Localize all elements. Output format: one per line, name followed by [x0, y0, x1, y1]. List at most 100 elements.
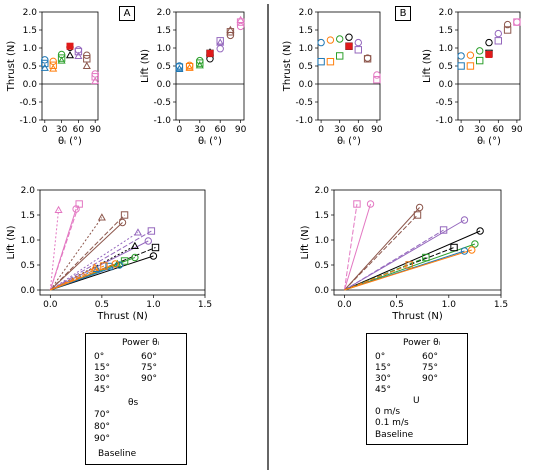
legend-left-theta-70: 70°	[94, 410, 110, 420]
B_thrust-point	[373, 71, 381, 79]
A_lift-point	[185, 63, 194, 71]
B_lift-ytick-label: -0.5	[435, 98, 453, 108]
B_polar-xlabel: Thrust (N)	[391, 311, 443, 322]
A_polar-ytick-label: 0.0	[21, 286, 36, 296]
B_polar-line	[344, 230, 481, 291]
A_polar-ytick-label: 1.5	[21, 211, 35, 221]
A_lift-xtick-label: 30	[194, 125, 206, 135]
B_thrust-frame	[317, 11, 381, 121]
legend-right-u-01: 0.1 m/s	[375, 418, 409, 428]
A_thrust-xtick-label: 30	[56, 125, 68, 135]
B_polar-xtick-label: 1.5	[494, 300, 508, 310]
B_polar-line	[344, 207, 420, 291]
B_polar-frame	[333, 189, 502, 296]
A_polar-point	[149, 252, 158, 260]
A_polar-point	[111, 260, 119, 268]
legend-right-u-title: U	[413, 396, 420, 406]
B_thrust-xtick-label: 30	[334, 125, 346, 135]
B_polar-point	[439, 226, 448, 234]
A_lift-point	[226, 25, 235, 34]
B_lift-ytick-label: 1.5	[439, 26, 453, 36]
B_lift-ytick-label: 2.0	[439, 8, 454, 18]
A_thrust-point	[41, 59, 49, 68]
legend-left-30: 30°	[94, 374, 110, 384]
B_polar-line	[344, 243, 476, 291]
A_thrust-point	[74, 51, 83, 59]
A_thrust-point	[49, 64, 58, 72]
B_polar-xtick-label: 0.5	[389, 300, 403, 310]
B_lift-ytick-label: -1.0	[435, 116, 453, 126]
B_polar-ytick-label: 0.0	[315, 286, 330, 296]
A_polar-point	[120, 257, 129, 265]
A_polar-line	[49, 217, 103, 291]
A_thrust-point	[57, 56, 66, 64]
B_lift-point	[457, 62, 465, 70]
A_polar-ylabel: Lift (N)	[6, 225, 17, 259]
B_lift-xlabel: θᵢ (°)	[477, 136, 501, 147]
A_lift-ytick-label: 1.0	[157, 44, 172, 54]
B_thrust-ytick-label: 1.0	[299, 44, 314, 54]
B_lift-ytick-label: 1.0	[439, 44, 454, 54]
A_polar-point	[100, 262, 108, 270]
legend-right-60: 60°	[422, 352, 438, 362]
legend-right-15: 15°	[375, 363, 391, 373]
A_lift-xtick-label: 90	[235, 125, 247, 135]
A_thrust-xtick-label: 90	[89, 125, 101, 135]
legend-right-75: 75°	[422, 363, 438, 373]
A_lift-ytick-label: -1.0	[153, 116, 171, 126]
A_lift-ytick-label: 1.5	[157, 26, 171, 36]
legend-left-title: Power θᵢ	[122, 338, 160, 348]
A_thrust-point	[40, 63, 49, 71]
A_thrust-ytick-label: -1.0	[19, 116, 37, 126]
B_lift-point	[513, 18, 521, 26]
A_thrust-point	[57, 54, 66, 62]
A_polar-point	[115, 261, 124, 269]
A_thrust-baseline-point	[66, 42, 74, 50]
B_polar-point	[476, 227, 484, 235]
A_polar-xtick-label: 1.5	[198, 300, 212, 310]
A_lift-ytick-label: 0.0	[157, 80, 172, 90]
A_polar-point	[54, 205, 63, 214]
B_lift-point	[476, 47, 484, 55]
legend-left-15: 15°	[94, 363, 110, 373]
A_thrust-point	[74, 47, 83, 56]
B_thrust-point	[363, 55, 372, 63]
A_polar-point	[118, 218, 127, 227]
A_polar-ytick-label: 1.0	[21, 236, 36, 246]
A_lift-point	[175, 64, 184, 72]
B_thrust-ytick-label: 2.0	[299, 8, 314, 18]
legend-right: Power θᵢ 0° 15° 30° 45° 60° 75° 90° U 0 …	[366, 333, 468, 445]
legend-right-0: 0°	[375, 352, 386, 362]
A_polar-point	[120, 211, 129, 219]
B_polar-xtick-label: 0.0	[337, 300, 352, 310]
A_polar-point	[92, 264, 101, 273]
A_lift-xlabel: θᵢ (°)	[198, 136, 222, 147]
B_thrust-point	[317, 38, 325, 47]
B_lift-point	[466, 62, 475, 70]
legend-right-30: 30°	[375, 374, 391, 384]
A_polar-xlabel: Thrust (N)	[96, 311, 148, 322]
A_lift-point	[195, 61, 204, 69]
A_polar-point	[133, 228, 143, 236]
B_polar-ylabel: Lift (N)	[300, 225, 311, 259]
A_polar-xtick-label: 1.0	[146, 300, 161, 310]
A_polar-line	[50, 255, 154, 291]
A_lift-baseline-point	[206, 49, 214, 57]
B_thrust-ylabel: Thrust (N)	[282, 41, 293, 93]
B_thrust-point	[336, 35, 344, 43]
A_polar-line	[49, 222, 123, 291]
A_polar-point	[131, 253, 139, 262]
A_polar-point	[75, 200, 83, 208]
B_lift-ytick-label: 0.5	[439, 62, 453, 72]
B_lift-xtick-label: 30	[474, 125, 486, 135]
B_polar-line	[344, 229, 444, 291]
A_thrust-xtick-label: 60	[73, 125, 85, 135]
A_polar-line	[50, 230, 152, 291]
B_polar-line	[343, 203, 358, 291]
legend-right-90: 90°	[422, 374, 438, 384]
A_thrust-ytick-label: 2.0	[23, 8, 38, 18]
B_thrust-point	[336, 52, 344, 60]
A_lift-ytick-label: -0.5	[153, 98, 171, 108]
B_polar-ytick-label: 1.0	[315, 236, 330, 246]
B_lift-point	[513, 18, 521, 26]
